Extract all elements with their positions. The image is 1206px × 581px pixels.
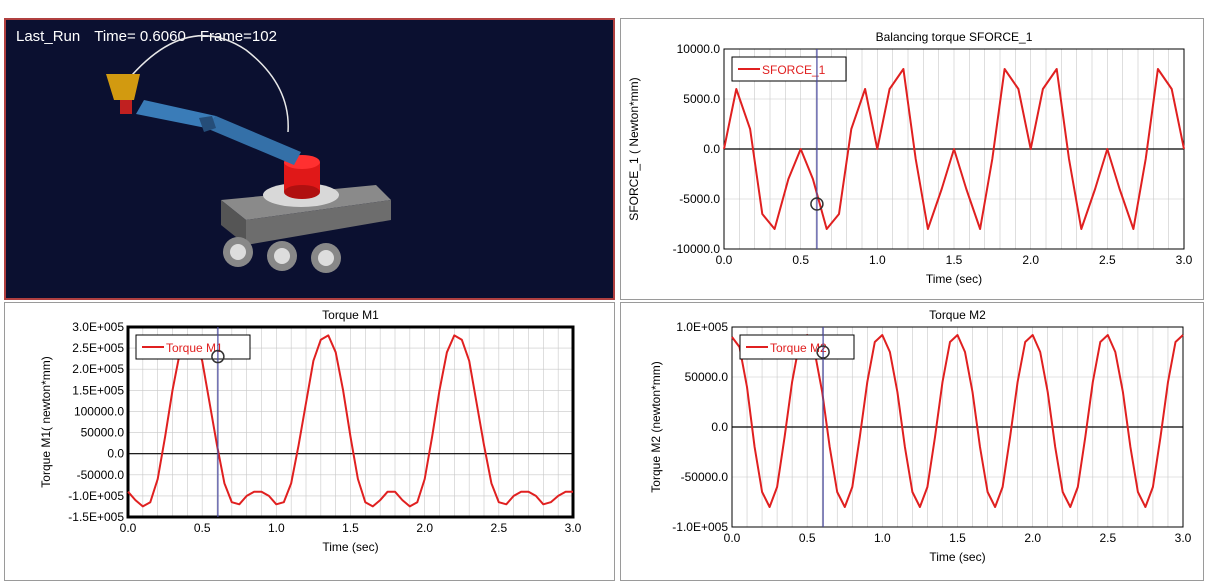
torque-m1-chart: Torque M1 0.0 0.5 1.0 1.5 2.0 2.5 3.0 3.0E+005 2.… — [39, 308, 582, 554]
x-tick-label: 2.5 — [490, 521, 507, 535]
y-tick-label: 2.0E+005 — [72, 362, 124, 376]
animation-status: Last_Run Time= 0.6060 Frame=102 — [16, 28, 291, 45]
x-tick-label: 0.0 — [120, 521, 137, 535]
torque-m2-chart-panel[interactable]: Torque M2 0.0 0.5 1.0 1.5 2.0 2.5 3.0 1.0E+005 50… — [620, 302, 1204, 581]
legend: Torque M2 — [739, 334, 855, 360]
x-tick-label: 1.5 — [949, 531, 966, 545]
chart-title: Torque M2 — [929, 308, 986, 322]
run-name: Last_Run — [16, 28, 81, 45]
x-tick-label: 0.0 — [724, 531, 741, 545]
x-tick-label: 3.0 — [565, 521, 582, 535]
time-cursor-marker — [816, 345, 830, 359]
arm-links — [136, 100, 301, 165]
x-tick-label: 3.0 — [1176, 253, 1193, 267]
y-axis-label: Torque M1( newton*mm) — [39, 356, 53, 487]
animation-viewport[interactable]: Last_Run Time= 0.6060 Frame=102 — [4, 18, 615, 300]
y-tick-label: 5000.0 — [683, 92, 720, 106]
x-tick-label: 2.5 — [1099, 531, 1116, 545]
frame-readout: Frame=102 — [199, 28, 277, 45]
x-tick-label: 1.0 — [268, 521, 285, 535]
series-line — [127, 334, 573, 508]
trajectory-arc — [125, 35, 289, 133]
time-cursor-marker — [211, 349, 225, 364]
y-tick-label: 50000.0 — [81, 426, 125, 440]
plot-frame — [731, 326, 1184, 528]
x-tick-label: 2.0 — [1022, 253, 1039, 267]
y-tick-label: 50000.0 — [685, 370, 729, 384]
torque-m1-chart-panel[interactable]: Torque M1 0.0 0.5 1.0 1.5 2.0 2.5 3.0 3.0E+005 2.… — [4, 302, 615, 581]
y-axis-label: Torque M2 (newton*mm) — [649, 361, 663, 492]
x-tick-label: 2.0 — [1024, 531, 1041, 545]
x-tick-label: 0.5 — [799, 531, 816, 545]
time-cursor-marker — [810, 197, 824, 211]
y-tick-label: 0.0 — [703, 142, 720, 156]
grid — [127, 326, 574, 518]
series-line — [723, 68, 1185, 230]
wheels — [223, 237, 341, 273]
y-tick-label: -5000.0 — [679, 192, 720, 206]
x-tick-label: 1.5 — [946, 253, 963, 267]
y-tick-label: 3.0E+005 — [72, 320, 124, 334]
x-axis-label: Time (sec) — [322, 540, 378, 554]
time-readout: Time= 0.6060 — [94, 28, 186, 45]
y-tick-label: 100000.0 — [74, 404, 124, 418]
y-axis-label: SFORCE_1 ( Newton*mm) — [627, 77, 641, 220]
y-tick-label: 0.0 — [711, 420, 728, 434]
legend-label: Torque M2 — [770, 341, 827, 355]
y-tick-label: -1.0E+005 — [672, 520, 728, 534]
y-tick-label: 0.0 — [107, 447, 124, 461]
x-tick-label: 2.5 — [1099, 253, 1116, 267]
y-tick-label: 1.5E+005 — [72, 383, 124, 397]
y-tick-label: 1.0E+005 — [676, 320, 728, 334]
plot-frame — [126, 325, 575, 519]
x-tick-label: 1.0 — [874, 531, 891, 545]
torque-m2-chart: Torque M2 0.0 0.5 1.0 1.5 2.0 2.5 3.0 1.0E+005 50… — [649, 308, 1192, 564]
legend: SFORCE_1 — [731, 56, 847, 82]
chart-title: Balancing torque SFORCE_1 — [876, 30, 1033, 44]
x-tick-label: 0.0 — [716, 253, 733, 267]
x-tick-label: 1.0 — [869, 253, 886, 267]
x-tick-label: 3.0 — [1175, 531, 1192, 545]
x-tick-label: 2.0 — [416, 521, 433, 535]
x-tick-label: 0.5 — [194, 521, 211, 535]
sforce-chart-panel[interactable]: Balancing torque SFORCE_1 0.0 0.5 1.0 1.5 2.0… — [620, 18, 1204, 300]
arm-base — [284, 155, 320, 199]
y-tick-label: 10000.0 — [677, 42, 721, 56]
legend-label: SFORCE_1 — [762, 63, 826, 77]
x-tick-label: 1.5 — [342, 521, 359, 535]
y-tick-label: -50000.0 — [77, 468, 125, 482]
x-axis-label: Time (sec) — [929, 550, 985, 564]
y-tick-label: 2.5E+005 — [72, 341, 124, 355]
x-tick-label: 0.5 — [792, 253, 809, 267]
y-tick-label: -10000.0 — [673, 242, 721, 256]
y-tick-label: -1.5E+005 — [68, 510, 124, 524]
legend-label: Torque M1 — [166, 341, 223, 355]
y-tick-label: -50000.0 — [681, 470, 729, 484]
legend: Torque M1 — [135, 334, 251, 360]
gripper — [106, 74, 140, 114]
robot-model-scene — [106, 35, 391, 273]
sforce-chart: Balancing torque SFORCE_1 0.0 0.5 1.0 1.5 2.0… — [627, 30, 1193, 286]
y-tick-label: -1.0E+005 — [68, 489, 124, 503]
x-axis-label: Time (sec) — [926, 272, 982, 286]
chart-title: Torque M1 — [322, 308, 379, 322]
